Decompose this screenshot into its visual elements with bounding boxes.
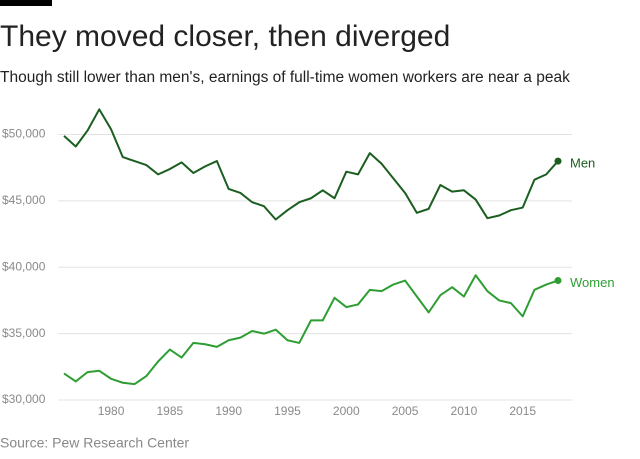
y-tick-label: $30,000 [2, 392, 46, 406]
source-note: Source: Pew Research Center [0, 435, 189, 451]
x-tick-label: 2010 [451, 404, 478, 418]
x-tick-label: 1990 [215, 404, 242, 418]
y-tick-label: $50,000 [2, 127, 46, 141]
series-line [63, 108, 559, 221]
x-tick-label: 2000 [333, 404, 360, 418]
series-line [63, 274, 559, 386]
x-tick-label: 2015 [509, 404, 536, 418]
x-tick-label: 1980 [98, 404, 125, 418]
chart-title: They moved closer, then diverged [0, 20, 450, 53]
x-tick-label: 2005 [392, 404, 419, 418]
x-tick-label: 1985 [157, 404, 184, 418]
chart-subtitle: Though still lower than men's, earnings … [0, 69, 570, 86]
legend-label: Men [570, 156, 595, 171]
y-tick-label: $45,000 [2, 193, 46, 207]
y-tick-label: $35,000 [2, 326, 46, 340]
y-tick-label: $40,000 [2, 259, 46, 273]
x-tick-label: 1995 [274, 404, 301, 418]
accent-bar [0, 0, 52, 6]
legend-label: Women [570, 275, 615, 290]
end-dot [554, 277, 562, 285]
end-dot [554, 157, 562, 165]
